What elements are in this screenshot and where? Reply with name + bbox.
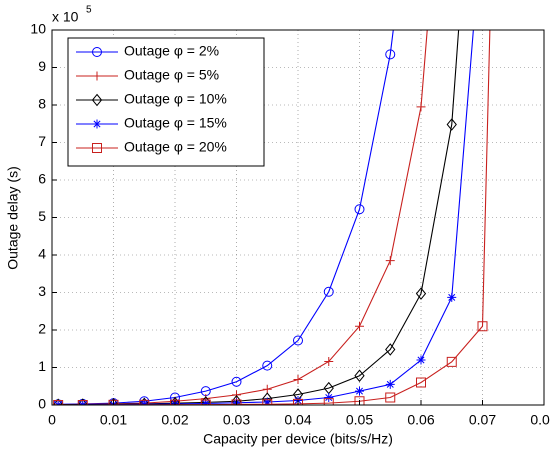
y-tick-label: 4 <box>38 246 46 262</box>
legend-label: Outage φ = 5% <box>124 67 219 83</box>
legend-box <box>67 37 265 167</box>
marker <box>53 398 64 405</box>
marker <box>385 392 396 403</box>
x-tick-label: 0.03 <box>223 412 250 428</box>
x-axis-label: Capacity per device (bits/s/Hz) <box>203 431 393 447</box>
marker <box>262 397 272 405</box>
x-tick-label: 0.04 <box>284 412 311 428</box>
marker <box>385 343 396 356</box>
y-axis-label: Outage delay (s) <box>5 166 21 270</box>
axis-multiplier-exponent: 5 <box>86 5 92 16</box>
legend-label: Outage φ = 20% <box>124 139 227 155</box>
y-tick-label: 8 <box>38 96 46 112</box>
marker <box>446 118 457 131</box>
x-tick-label: 0.06 <box>407 412 434 428</box>
legend-label: Outage φ = 2% <box>124 43 219 59</box>
marker <box>416 355 426 365</box>
y-tick-label: 0 <box>38 396 46 412</box>
marker <box>293 335 303 346</box>
axis-multiplier: x 10 <box>52 9 79 25</box>
marker <box>231 399 242 405</box>
marker <box>416 102 426 112</box>
marker <box>92 47 102 57</box>
y-tick-label: 5 <box>38 208 46 224</box>
marker <box>385 49 396 60</box>
marker <box>262 360 273 371</box>
marker <box>53 400 64 405</box>
marker <box>139 399 149 405</box>
marker <box>77 400 88 405</box>
y-tick-label: 10 <box>30 21 46 37</box>
marker <box>231 376 242 387</box>
marker <box>355 386 364 396</box>
x-tick-label: 0.08 <box>530 412 550 428</box>
x-tick-label: 0.01 <box>100 412 127 428</box>
marker <box>355 321 364 331</box>
marker <box>262 399 273 405</box>
marker <box>354 204 365 215</box>
legend-label: Outage φ = 10% <box>124 91 227 107</box>
legend-label: Outage φ = 15% <box>124 115 227 131</box>
marker <box>354 369 365 383</box>
marker <box>231 394 242 405</box>
marker <box>77 398 88 405</box>
marker <box>293 375 303 384</box>
marker <box>477 321 488 332</box>
y-tick-label: 3 <box>38 283 46 299</box>
y-tick-label: 6 <box>38 171 46 187</box>
marker <box>139 397 150 405</box>
y-tick-label: 7 <box>38 133 46 149</box>
x-tick-label: 0.05 <box>346 412 373 428</box>
marker <box>323 286 334 297</box>
marker <box>92 71 102 81</box>
y-tick-label: 9 <box>38 58 46 74</box>
marker <box>92 143 102 153</box>
marker <box>416 377 426 388</box>
marker <box>354 396 365 405</box>
marker <box>324 357 334 366</box>
marker <box>108 397 119 405</box>
marker <box>323 398 334 405</box>
y-tick-label: 1 <box>38 358 46 374</box>
marker <box>262 384 272 394</box>
y-tick-label: 2 <box>38 321 46 337</box>
marker <box>201 399 211 405</box>
marker <box>324 393 334 402</box>
x-tick-label: 0 <box>48 412 56 428</box>
marker <box>91 93 103 107</box>
marker <box>232 390 241 400</box>
legend: Outage φ = 2% Outage φ = 5% Outage φ = 10%… <box>67 37 265 167</box>
marker <box>385 256 395 266</box>
marker <box>415 287 427 300</box>
x-tick-label: 0.02 <box>161 412 188 428</box>
marker <box>293 398 303 405</box>
marker <box>92 119 102 129</box>
ticks: 0 0.01 0.02 0.03 0.04 0.05 0.06 0.07 0.08 0 1 2 3 4 5 6… <box>30 21 550 428</box>
x-tick-label: 0.07 <box>469 412 496 428</box>
marker <box>447 292 457 302</box>
marker <box>446 356 457 367</box>
marker <box>385 379 395 389</box>
